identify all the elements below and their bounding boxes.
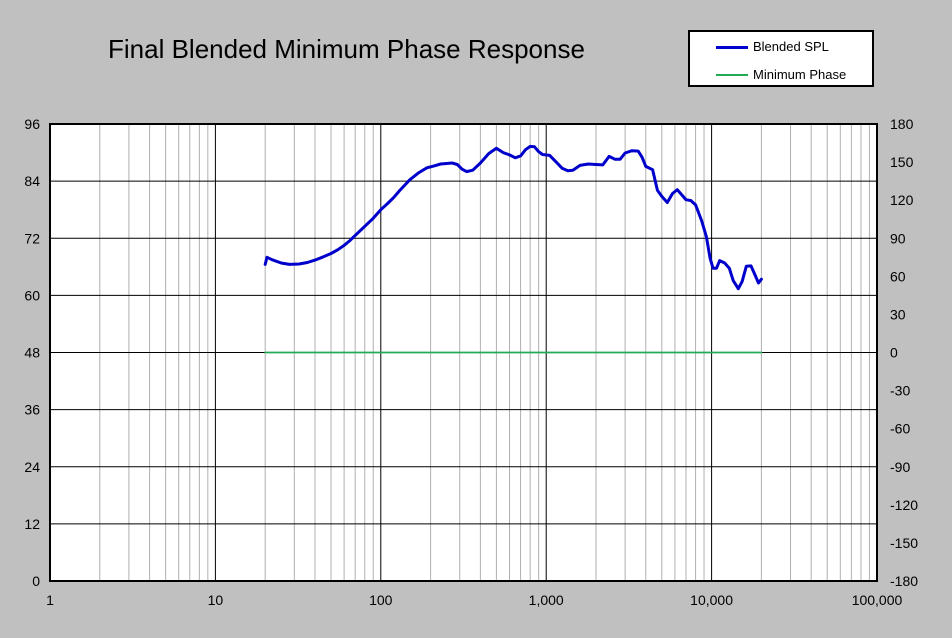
y2-axis-ticks: -180 -150 -120 -90 -60 -30 0 30 60 90 120 150 180 xyxy=(890,116,918,589)
y2-tick-label: 30 xyxy=(890,306,906,322)
y-tick-label: 36 xyxy=(24,402,40,418)
y2-tick-label: 60 xyxy=(890,268,906,284)
legend-label-minimum-phase: Minimum Phase xyxy=(753,67,847,82)
y2-tick-label: 180 xyxy=(890,116,914,132)
legend-label-blended-spl: Blended SPL xyxy=(753,39,829,54)
y2-tick-label: -30 xyxy=(890,383,910,399)
y2-tick-label: 90 xyxy=(890,230,906,246)
y2-tick-label: -180 xyxy=(890,573,918,589)
y-tick-label: 0 xyxy=(32,573,40,589)
legend-entry-blended-spl: Blended SPL xyxy=(690,38,872,58)
y2-tick-label: -120 xyxy=(890,497,918,513)
y2-tick-label: -90 xyxy=(890,459,910,475)
y-tick-label: 12 xyxy=(24,516,40,532)
y2-tick-label: 150 xyxy=(890,154,914,170)
y-tick-label: 60 xyxy=(24,287,40,303)
y2-tick-label: -150 xyxy=(890,535,918,551)
series-layer xyxy=(263,144,763,354)
chart-title: Final Blended Minimum Phase Response xyxy=(108,34,585,64)
series-line-blended-spl xyxy=(263,144,763,291)
y-tick-label: 96 xyxy=(24,116,40,132)
x-tick-label: 100 xyxy=(369,592,393,608)
y-tick-label: 72 xyxy=(24,230,40,246)
legend-swatch-blended-spl xyxy=(716,46,748,49)
y-tick-label: 24 xyxy=(24,459,40,475)
x-tick-label: 1 xyxy=(46,592,54,608)
x-axis-ticks: 1 10 100 1,000 10,000 100,000 xyxy=(46,592,902,608)
x-tick-label: 100,000 xyxy=(852,592,903,608)
y2-tick-label: 0 xyxy=(890,345,898,361)
plot-frame xyxy=(49,123,878,582)
legend: Blended SPL Minimum Phase xyxy=(688,30,874,87)
x-tick-label: 10,000 xyxy=(690,592,733,608)
y2-tick-label: -60 xyxy=(890,421,910,437)
x-tick-label: 10 xyxy=(208,592,224,608)
x-tick-label: 1,000 xyxy=(529,592,564,608)
legend-swatch-minimum-phase xyxy=(716,74,748,76)
y-axis-ticks: 0 12 24 36 48 60 72 84 96 xyxy=(24,116,40,589)
legend-entry-minimum-phase: Minimum Phase xyxy=(690,66,872,86)
y-tick-label: 84 xyxy=(24,173,40,189)
y-tick-label: 48 xyxy=(24,345,40,361)
y2-tick-label: 120 xyxy=(890,192,914,208)
